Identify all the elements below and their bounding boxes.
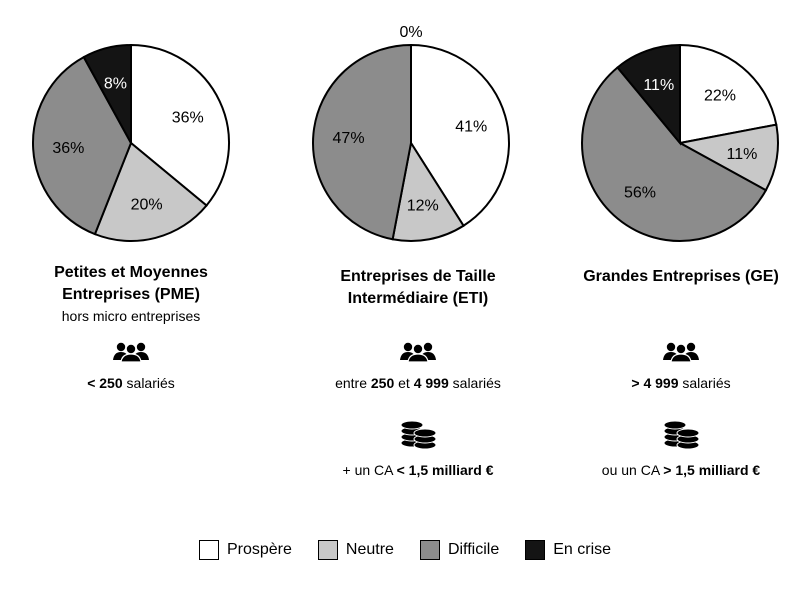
eti-revenue-bold: < 1,5 milliard € — [396, 462, 494, 478]
ge-slice-difficile — [581, 66, 768, 242]
legend-label-en-crise: En crise — [553, 541, 612, 558]
pme-people-icon-wrap — [1, 340, 261, 366]
eti-title-line2: Intermédiaire (ETI) — [347, 290, 489, 307]
pme-slice-neutre — [93, 141, 208, 242]
eti-slice-neutre — [391, 140, 465, 242]
pme-title-line2: Entreprises (PME) — [62, 286, 200, 303]
ge-label-neutre: 11% — [727, 146, 758, 163]
eti-title-block: Entreprises de Taille Intermédiaire (ETI… — [288, 266, 548, 310]
coins-icon — [400, 420, 437, 450]
eti-employees-bold: 250 — [370, 375, 395, 391]
ge-employees: > 4 999 salariés — [551, 374, 810, 392]
legend-item-en-crise: En crise — [525, 540, 611, 560]
pme-employees-suffix: salariés — [122, 375, 175, 391]
ge-title-line1: Grandes Entreprises (GE) — [583, 268, 779, 285]
pme-slice-prospere — [130, 43, 230, 207]
ge-label-difficile: 56% — [624, 184, 656, 201]
eti-title-line1: Entreprises de Taille — [340, 268, 496, 285]
pme-employees: < 250 salariés — [1, 374, 261, 392]
legend-swatch-neutre — [317, 540, 338, 560]
pme-subtitle: hors micro entreprises — [61, 308, 201, 324]
ge-slice-en-crise — [616, 43, 681, 146]
legend-swatch-prospere — [198, 540, 219, 560]
pme-label-prospere: 36% — [172, 109, 204, 126]
legend-swatch-difficile — [419, 540, 440, 560]
eti-label-difficile: 47% — [333, 130, 365, 147]
ge-slice-neutre — [677, 123, 779, 192]
ge-revenue-prefix: ou un CA — [601, 462, 664, 478]
pme-slice-en-crise — [82, 43, 132, 144]
legend-item-neutre: Neutre — [317, 540, 394, 560]
legend-label-prospere: Prospère — [226, 541, 292, 558]
legend-label-difficile: Difficile — [447, 541, 500, 558]
eti-employees-mid: et — [394, 375, 414, 391]
eti-employees: entre 250 et 4 999 salariés — [288, 374, 548, 392]
people-group-icon — [113, 342, 149, 362]
eti-revenue-prefix: + un CA — [342, 462, 397, 478]
ge-slice-prospere — [679, 43, 778, 145]
eti-employees-suffix: salariés — [448, 375, 501, 391]
ge-employees-suffix: salariés — [678, 375, 731, 391]
pme-label-en-crise: 8% — [104, 75, 127, 92]
ge-title-block: Grandes Entreprises (GE) — [551, 266, 810, 288]
coins-icon — [663, 420, 700, 450]
eti-label-prospere: 41% — [455, 119, 487, 136]
eti-label-neutre: 12% — [407, 198, 439, 215]
pme-title-block: Petites et Moyennes Entreprises (PME) ho… — [1, 262, 261, 326]
ge-people-icon-wrap — [551, 340, 810, 366]
legend: Prospère Neutre Difficile En crise — [0, 540, 810, 560]
ge-label-en-crise: 11% — [643, 77, 674, 94]
eti-revenue: + un CA < 1,5 milliard € — [288, 461, 548, 479]
legend-item-difficile: Difficile — [419, 540, 500, 560]
legend-item-prospere: Prospère — [198, 540, 292, 560]
ge-label-prospere: 22% — [704, 88, 736, 105]
people-group-icon — [663, 342, 699, 362]
eti-people-icon-wrap — [288, 340, 548, 366]
pme-label-difficile: 36% — [52, 140, 84, 157]
pme-title-line1: Petites et Moyennes — [54, 264, 208, 281]
ge-employees-bold: > 4 999 — [631, 375, 679, 391]
ge-revenue-bold: > 1,5 milliard € — [663, 462, 761, 478]
eti-label-en-crise: 0% — [399, 24, 422, 41]
pme-label-neutre: 20% — [131, 197, 163, 214]
ge-coins-icon-wrap — [551, 418, 810, 452]
ge-revenue: ou un CA > 1,5 milliard € — [551, 461, 810, 479]
eti-coins-icon-wrap — [288, 418, 548, 452]
legend-swatch-en-crise — [525, 540, 546, 560]
eti-slice-difficile — [312, 43, 412, 241]
eti-employees-bold2: 4 999 — [413, 375, 449, 391]
legend-label-neutre: Neutre — [345, 541, 394, 558]
eti-employees-prefix: entre — [335, 375, 371, 391]
pme-employees-bold: < 250 — [87, 375, 123, 391]
pie-charts: 36% 20% 36% 8% 41% 12% 47% 0% 22% 11% 56% 11% — [32, 24, 779, 242]
people-group-icon — [400, 342, 436, 362]
pme-slice-difficile — [32, 55, 133, 236]
